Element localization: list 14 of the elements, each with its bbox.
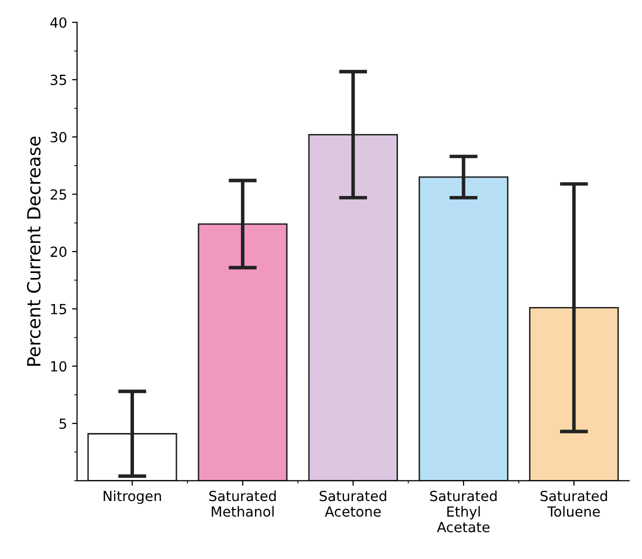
y-tick-label: 40	[50, 17, 66, 28]
y-tick-label: 15	[51, 304, 66, 314]
y-tick-label: 30	[50, 132, 66, 142]
y-axis-title: Percent Current Decrease	[26, 136, 41, 366]
x-tick-label: Nitrogen	[104, 490, 161, 504]
x-tick-label: Saturated Toluene	[540, 490, 607, 517]
y-tick-label: 25	[50, 189, 66, 200]
y-tick-label: 10	[51, 361, 66, 372]
y-tick-label: 20	[50, 246, 66, 258]
y-tick-label: 35	[50, 74, 66, 86]
x-tick-label: Saturated Ethyl Acetate	[430, 490, 497, 532]
x-tick-label: Saturated Methanol	[209, 490, 276, 517]
x-tick-label: Saturated Acetone	[320, 490, 386, 517]
y-tick-label: 5	[60, 418, 66, 429]
